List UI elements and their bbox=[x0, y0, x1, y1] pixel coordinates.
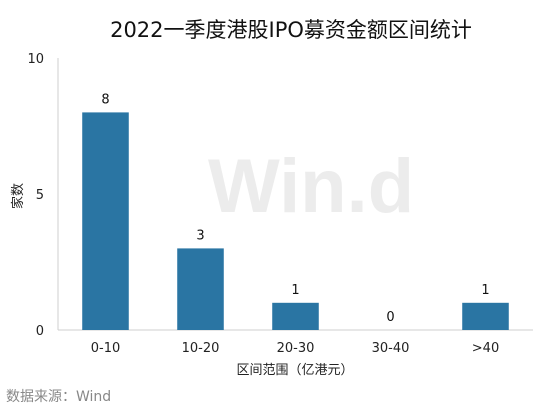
data-label: 8 bbox=[101, 92, 109, 107]
bar bbox=[177, 248, 224, 330]
source-note: 数据来源：Wind bbox=[6, 389, 112, 405]
y-tick-label: 10 bbox=[27, 52, 44, 67]
bar bbox=[272, 302, 319, 330]
x-tick-label: 30-40 bbox=[372, 341, 410, 356]
data-label: 1 bbox=[481, 283, 489, 298]
bar bbox=[462, 302, 509, 330]
data-label: 0 bbox=[386, 310, 394, 325]
watermark: Win.d bbox=[208, 144, 414, 229]
x-tick-label: 0-10 bbox=[91, 341, 121, 356]
x-axis-label: 区间范围（亿港元） bbox=[236, 363, 353, 378]
data-label: 3 bbox=[196, 228, 204, 243]
x-tick-label: 10-20 bbox=[182, 341, 220, 356]
x-tick-label: >40 bbox=[472, 341, 499, 356]
y-tick-label: 0 bbox=[36, 324, 44, 339]
chart-title: 2022一季度港股IPO募资金额区间统计 bbox=[110, 18, 472, 42]
bar bbox=[82, 112, 129, 331]
plot-area: 0 5 10 8 0-10 3 10-20 1 20-30 0 30-40 1 >40 bbox=[27, 52, 533, 356]
y-tick-label: 5 bbox=[36, 188, 44, 203]
y-axis-label: 家数 bbox=[10, 183, 26, 209]
data-label: 1 bbox=[291, 283, 299, 298]
x-tick-label: 20-30 bbox=[277, 341, 315, 356]
